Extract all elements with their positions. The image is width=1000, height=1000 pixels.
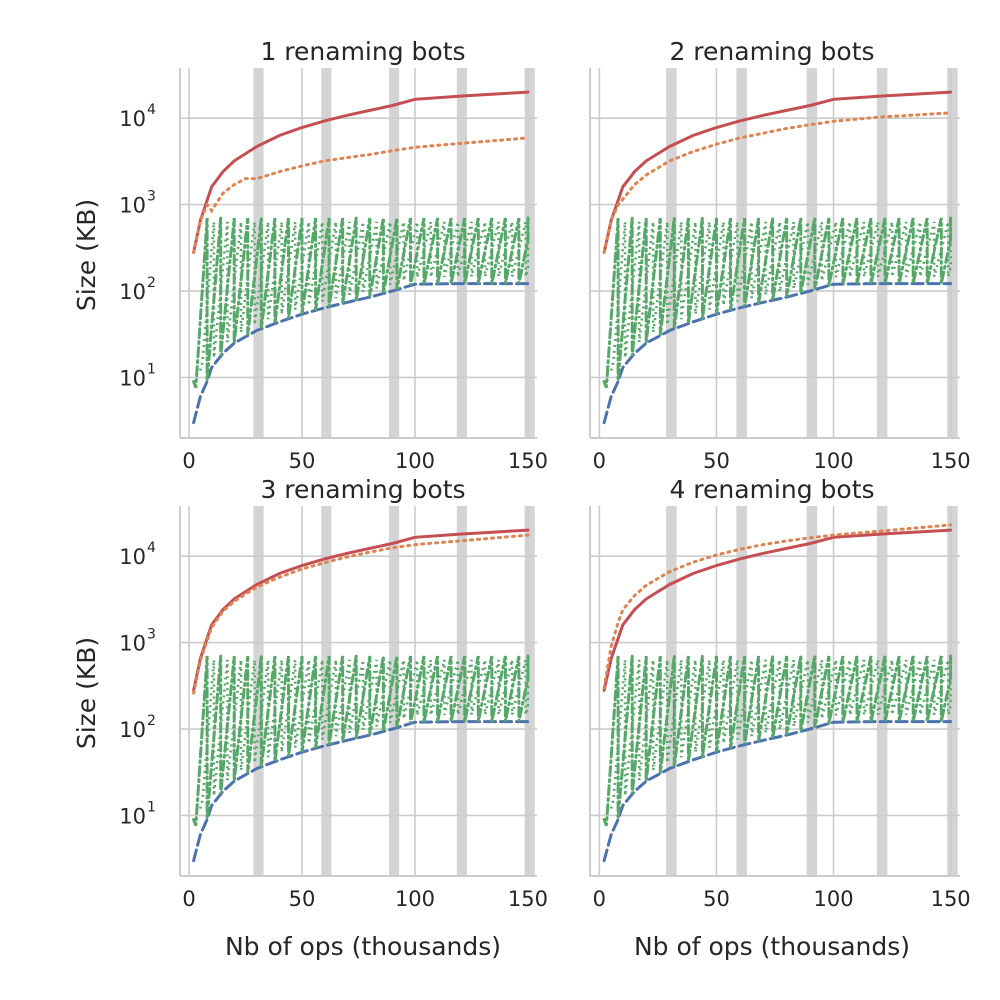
series-line-dashdot	[602, 216, 953, 389]
y-tick-exponent: 1	[147, 799, 156, 815]
x-tick-label: 150	[508, 887, 548, 911]
x-tick-label: 0	[593, 449, 606, 473]
series-line-dotted	[192, 533, 530, 695]
shaded-region	[736, 506, 747, 876]
x-tick-label: 150	[931, 449, 971, 473]
shaded-region	[806, 68, 818, 438]
shaded-region	[524, 506, 535, 876]
x-axis-label: Nb of ops (thousands)	[225, 932, 501, 961]
x-axis-label: Nb of ops (thousands)	[634, 932, 910, 961]
x-tick-label: 0	[182, 887, 195, 911]
y-tick-label: 10	[119, 718, 146, 742]
x-tick-label: 150	[931, 887, 971, 911]
shaded-region	[321, 68, 332, 438]
y-tick-exponent: 4	[147, 102, 156, 118]
y-axis-label: Size (KB)	[72, 637, 101, 749]
y-tick-label: 10	[119, 545, 146, 569]
series-line-dashdot	[602, 654, 953, 827]
panel-2-renaming-bots: 2 renaming bots 0 50 100 150	[589, 37, 971, 473]
series-line-solid	[192, 90, 530, 254]
plot-area: 0 50 100 150	[589, 68, 971, 473]
x-tick-label: 150	[508, 449, 548, 473]
y-tick-label: 10	[119, 280, 146, 304]
x-tick-label: 100	[813, 887, 853, 911]
panel-3-renaming-bots: 3 renaming bots Size (KB) Nb of ops (tho…	[72, 475, 548, 961]
shaded-region	[389, 506, 400, 876]
y-tick-label: 10	[119, 107, 146, 131]
y-tick-label: 10	[119, 194, 146, 218]
y-tick-label: 10	[119, 366, 146, 390]
panel-title: 3 renaming bots	[260, 475, 465, 504]
series-line-dotted	[602, 111, 953, 254]
y-tick-exponent: 4	[147, 540, 156, 556]
series-layer	[602, 90, 953, 425]
series-layer	[602, 523, 953, 863]
shaded-region	[806, 506, 818, 876]
x-tick-label: 0	[182, 449, 195, 473]
shaded-region	[876, 68, 888, 438]
x-tick-label: 100	[813, 449, 853, 473]
shaded-region	[456, 68, 467, 438]
shaded-region	[947, 506, 958, 876]
shaded-region	[456, 506, 467, 876]
series-line-dashed	[192, 282, 530, 425]
shaded-region	[524, 68, 535, 438]
x-tick-label: 50	[703, 887, 730, 911]
y-tick-label: 10	[119, 804, 146, 828]
panel-title: 4 renaming bots	[669, 475, 874, 504]
x-tick-label: 50	[289, 887, 316, 911]
y-tick-exponent: 3	[147, 627, 156, 643]
y-tick-exponent: 3	[147, 189, 156, 205]
y-tick-exponent: 1	[147, 361, 156, 377]
series-line-dotted	[192, 136, 530, 254]
y-tick-exponent: 2	[147, 713, 156, 729]
panel-title: 1 renaming bots	[260, 37, 465, 66]
x-tick-label: 50	[289, 449, 316, 473]
series-line-dashed	[602, 282, 953, 425]
series-line-dashed	[192, 720, 530, 863]
plot-area: 0 50 100 150	[589, 506, 971, 911]
series-line-solid	[602, 528, 953, 692]
panel-title: 2 renaming bots	[669, 37, 874, 66]
series-layer	[192, 528, 530, 863]
series-line-solid	[602, 90, 953, 254]
y-axis-label: Size (KB)	[72, 199, 101, 311]
x-tick-label: 50	[703, 449, 730, 473]
x-tick-label: 100	[395, 449, 435, 473]
x-tick-label: 100	[395, 887, 435, 911]
shaded-region	[736, 68, 747, 438]
x-tick-label: 0	[593, 887, 606, 911]
shaded-region	[321, 506, 332, 876]
shaded-region	[876, 506, 888, 876]
series-line-dashdot	[192, 216, 530, 389]
shaded-region	[389, 68, 400, 438]
y-tick-label: 10	[119, 632, 146, 656]
series-layer	[192, 90, 530, 425]
series-line-dashed	[602, 720, 953, 863]
shaded-region	[947, 68, 958, 438]
series-line-dashdot	[192, 654, 530, 827]
y-tick-exponent: 2	[147, 275, 156, 291]
panel-4-renaming-bots: 4 renaming bots Nb of ops (thousands) 0 5…	[589, 475, 971, 961]
